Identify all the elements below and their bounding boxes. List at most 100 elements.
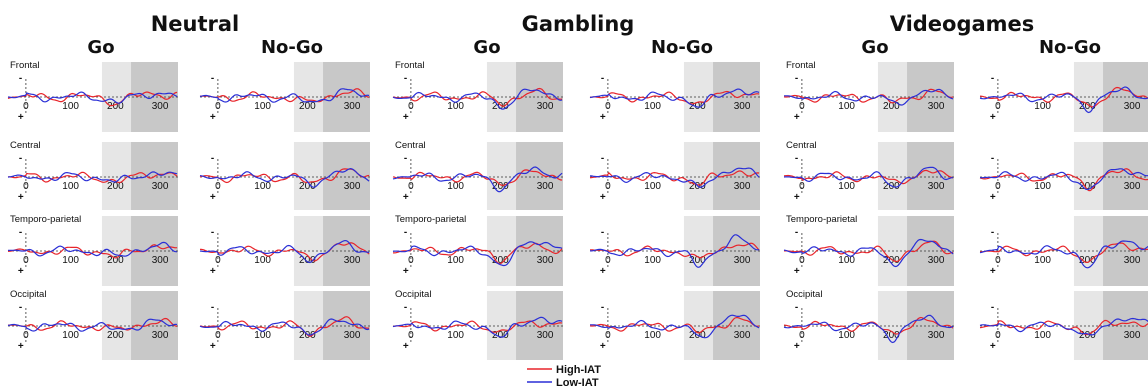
region-label-central-gambling-go: Central (395, 140, 426, 151)
x-tick-100-neutral-go-r2: 100 (62, 255, 79, 266)
polarity-negative-videogames-go-r3: - (795, 302, 798, 313)
polarity-negative-neutral-nogo-r1: - (211, 153, 214, 164)
x-tick-0-gambling-nogo-r0: 0 (605, 101, 611, 112)
region-label-temporo-parietal-neutral-go: Temporo-parietal (10, 214, 81, 225)
x-tick-0-gambling-go-r3: 0 (408, 330, 414, 341)
waveform-high-iat-neutral-nogo-r1 (199, 168, 370, 184)
x-tick-300-videogames-nogo-r1: 300 (1124, 181, 1141, 192)
x-tick-300-videogames-go-r0: 300 (928, 101, 945, 112)
x-tick-0-videogames-go-r3: 0 (799, 330, 805, 341)
x-tick-300-neutral-go-r1: 300 (152, 181, 169, 192)
x-tick-100-videogames-go-r2: 100 (838, 255, 855, 266)
x-tick-100-videogames-go-r1: 100 (838, 181, 855, 192)
region-label-occipital-videogames-go: Occipital (786, 289, 822, 300)
time-window-late-gambling-go-r2 (516, 216, 563, 286)
x-tick-0-videogames-nogo-r3: 0 (995, 330, 1001, 341)
x-tick-300-neutral-nogo-r1: 300 (344, 181, 361, 192)
x-tick-200-videogames-nogo-r0: 200 (1079, 101, 1096, 112)
x-tick-200-gambling-go-r1: 200 (492, 181, 509, 192)
x-tick-100-videogames-go-r3: 100 (838, 330, 855, 341)
polarity-positive-neutral-nogo-r1: + (210, 192, 216, 203)
region-label-frontal-gambling-go: Frontal (395, 60, 425, 71)
waveform-low-iat-gambling-nogo-r2 (590, 234, 760, 268)
polarity-negative-neutral-nogo-r3: - (211, 302, 214, 313)
x-tick-0-neutral-nogo-r3: 0 (215, 330, 221, 341)
condition-title-neutral: Neutral (151, 12, 240, 36)
waveform-low-iat-videogames-nogo-r3 (979, 317, 1148, 336)
x-tick-100-neutral-nogo-r1: 100 (254, 181, 271, 192)
polarity-negative-neutral-go-r1: - (19, 153, 22, 164)
polarity-positive-neutral-nogo-r0: + (210, 112, 216, 123)
x-tick-300-gambling-go-r0: 300 (537, 101, 554, 112)
x-tick-100-videogames-nogo-r1: 100 (1034, 181, 1051, 192)
condition-title-gambling: Gambling (522, 12, 635, 36)
polarity-positive-gambling-go-r3: + (403, 341, 409, 352)
x-tick-0-neutral-go-r2: 0 (23, 255, 29, 266)
waveform-high-iat-videogames-nogo-r2 (980, 242, 1148, 263)
panel-gambling-nogo: -+0 100 200 300-+0 100 200 300-+0 100 200 300-+0 1… (589, 62, 760, 360)
panel-videogames-nogo: - +0 100 200 300 - +0 100 200 300 - +0 100 200 300 - +0 1… (979, 62, 1148, 360)
polarity-negative-gambling-go-r2: - (404, 227, 407, 238)
x-tick-300-videogames-go-r3: 300 (928, 330, 945, 341)
x-tick-100-neutral-go-r1: 100 (62, 181, 79, 192)
panel-title-gambling-go: Go (473, 37, 500, 58)
waveform-low-iat-gambling-go-r3 (392, 316, 563, 338)
time-window-late-gambling-nogo-r3 (713, 291, 760, 360)
polarity-negative-videogames-nogo-r2: - (991, 227, 994, 238)
waveform-low-iat-gambling-go-r2 (392, 241, 563, 267)
x-tick-100-gambling-go-r0: 100 (447, 101, 464, 112)
polarity-positive-videogames-nogo-r2: + (990, 266, 996, 277)
polarity-positive-gambling-nogo-r0: + (600, 112, 606, 123)
polarity-negative-videogames-nogo-r0: - (991, 73, 994, 84)
x-tick-200-neutral-go-r1: 200 (107, 181, 124, 192)
x-tick-100-neutral-go-r0: 100 (62, 101, 79, 112)
waveform-low-iat-videogames-go-r1 (783, 166, 954, 188)
region-label-temporo-parietal-gambling-go: Temporo-parietal (395, 214, 466, 225)
x-tick-100-gambling-nogo-r0: 100 (644, 101, 661, 112)
x-tick-200-videogames-go-r0: 200 (883, 101, 900, 112)
x-tick-300-gambling-go-r1: 300 (537, 181, 554, 192)
region-label-frontal-videogames-go: Frontal (786, 60, 816, 71)
x-tick-300-videogames-go-r1: 300 (928, 181, 945, 192)
panel-videogames-go: Frontal - +0 100 200 300 Central - +0 100 200 300 Te… (783, 60, 954, 360)
waveform-high-iat-gambling-nogo-r0 (589, 90, 760, 105)
x-tick-200-neutral-go-r0: 200 (107, 101, 124, 112)
waveform-high-iat-videogames-go-r0 (783, 88, 954, 104)
polarity-negative-neutral-go-r2: - (19, 227, 22, 238)
x-tick-0-gambling-nogo-r2: 0 (605, 255, 611, 266)
x-tick-100-videogames-go-r0: 100 (838, 101, 855, 112)
waveform-low-iat-neutral-go-r1 (7, 171, 178, 183)
x-tick-0-neutral-go-r0: 0 (23, 101, 29, 112)
polarity-negative-neutral-nogo-r0: - (211, 73, 214, 84)
x-tick-200-gambling-go-r3: 200 (492, 330, 509, 341)
x-tick-200-videogames-nogo-r1: 200 (1079, 181, 1096, 192)
waveform-low-iat-gambling-go-r0 (392, 88, 563, 110)
waveform-low-iat-gambling-nogo-r1 (589, 167, 760, 189)
panel-gambling-go: Frontal - +0 100 200 300 Central - +0 100 200 300 Te… (392, 60, 563, 360)
polarity-positive-gambling-nogo-r3: + (600, 341, 606, 352)
waveform-low-iat-neutral-nogo-r0 (199, 88, 370, 103)
waveform-high-iat-gambling-nogo-r3 (589, 317, 760, 334)
x-tick-0-gambling-go-r1: 0 (408, 181, 414, 192)
x-tick-200-gambling-go-r0: 200 (492, 101, 509, 112)
x-tick-0-neutral-nogo-r2: 0 (215, 255, 221, 266)
x-tick-0-videogames-go-r1: 0 (799, 181, 805, 192)
time-window-late-gambling-go-r1 (516, 142, 563, 210)
x-tick-300-neutral-go-r3: 300 (152, 330, 169, 341)
waveform-low-iat-videogames-nogo-r1 (980, 168, 1148, 191)
time-window-late-gambling-nogo-r1 (713, 142, 760, 210)
polarity-positive-gambling-nogo-r2: + (600, 266, 606, 277)
x-tick-300-gambling-nogo-r2: 300 (734, 255, 751, 266)
time-window-early-neutral-nogo-r3 (293, 291, 324, 360)
waveform-low-iat-gambling-nogo-r3 (590, 314, 760, 339)
waveform-low-iat-neutral-nogo-r3 (199, 318, 370, 336)
polarity-negative-videogames-nogo-r1: - (991, 153, 994, 164)
waveform-high-iat-videogames-nogo-r1 (979, 168, 1148, 192)
polarity-negative-neutral-go-r0: - (19, 73, 22, 84)
polarity-negative-gambling-nogo-r1: - (601, 153, 604, 164)
x-tick-0-videogames-nogo-r0: 0 (995, 101, 1001, 112)
polarity-positive-neutral-go-r3: + (18, 341, 24, 352)
erp-panels: Frontal - +0 100 200 300 Central - +0 100 200 300 Te… (7, 60, 1148, 360)
polarity-negative-videogames-go-r1: - (795, 153, 798, 164)
